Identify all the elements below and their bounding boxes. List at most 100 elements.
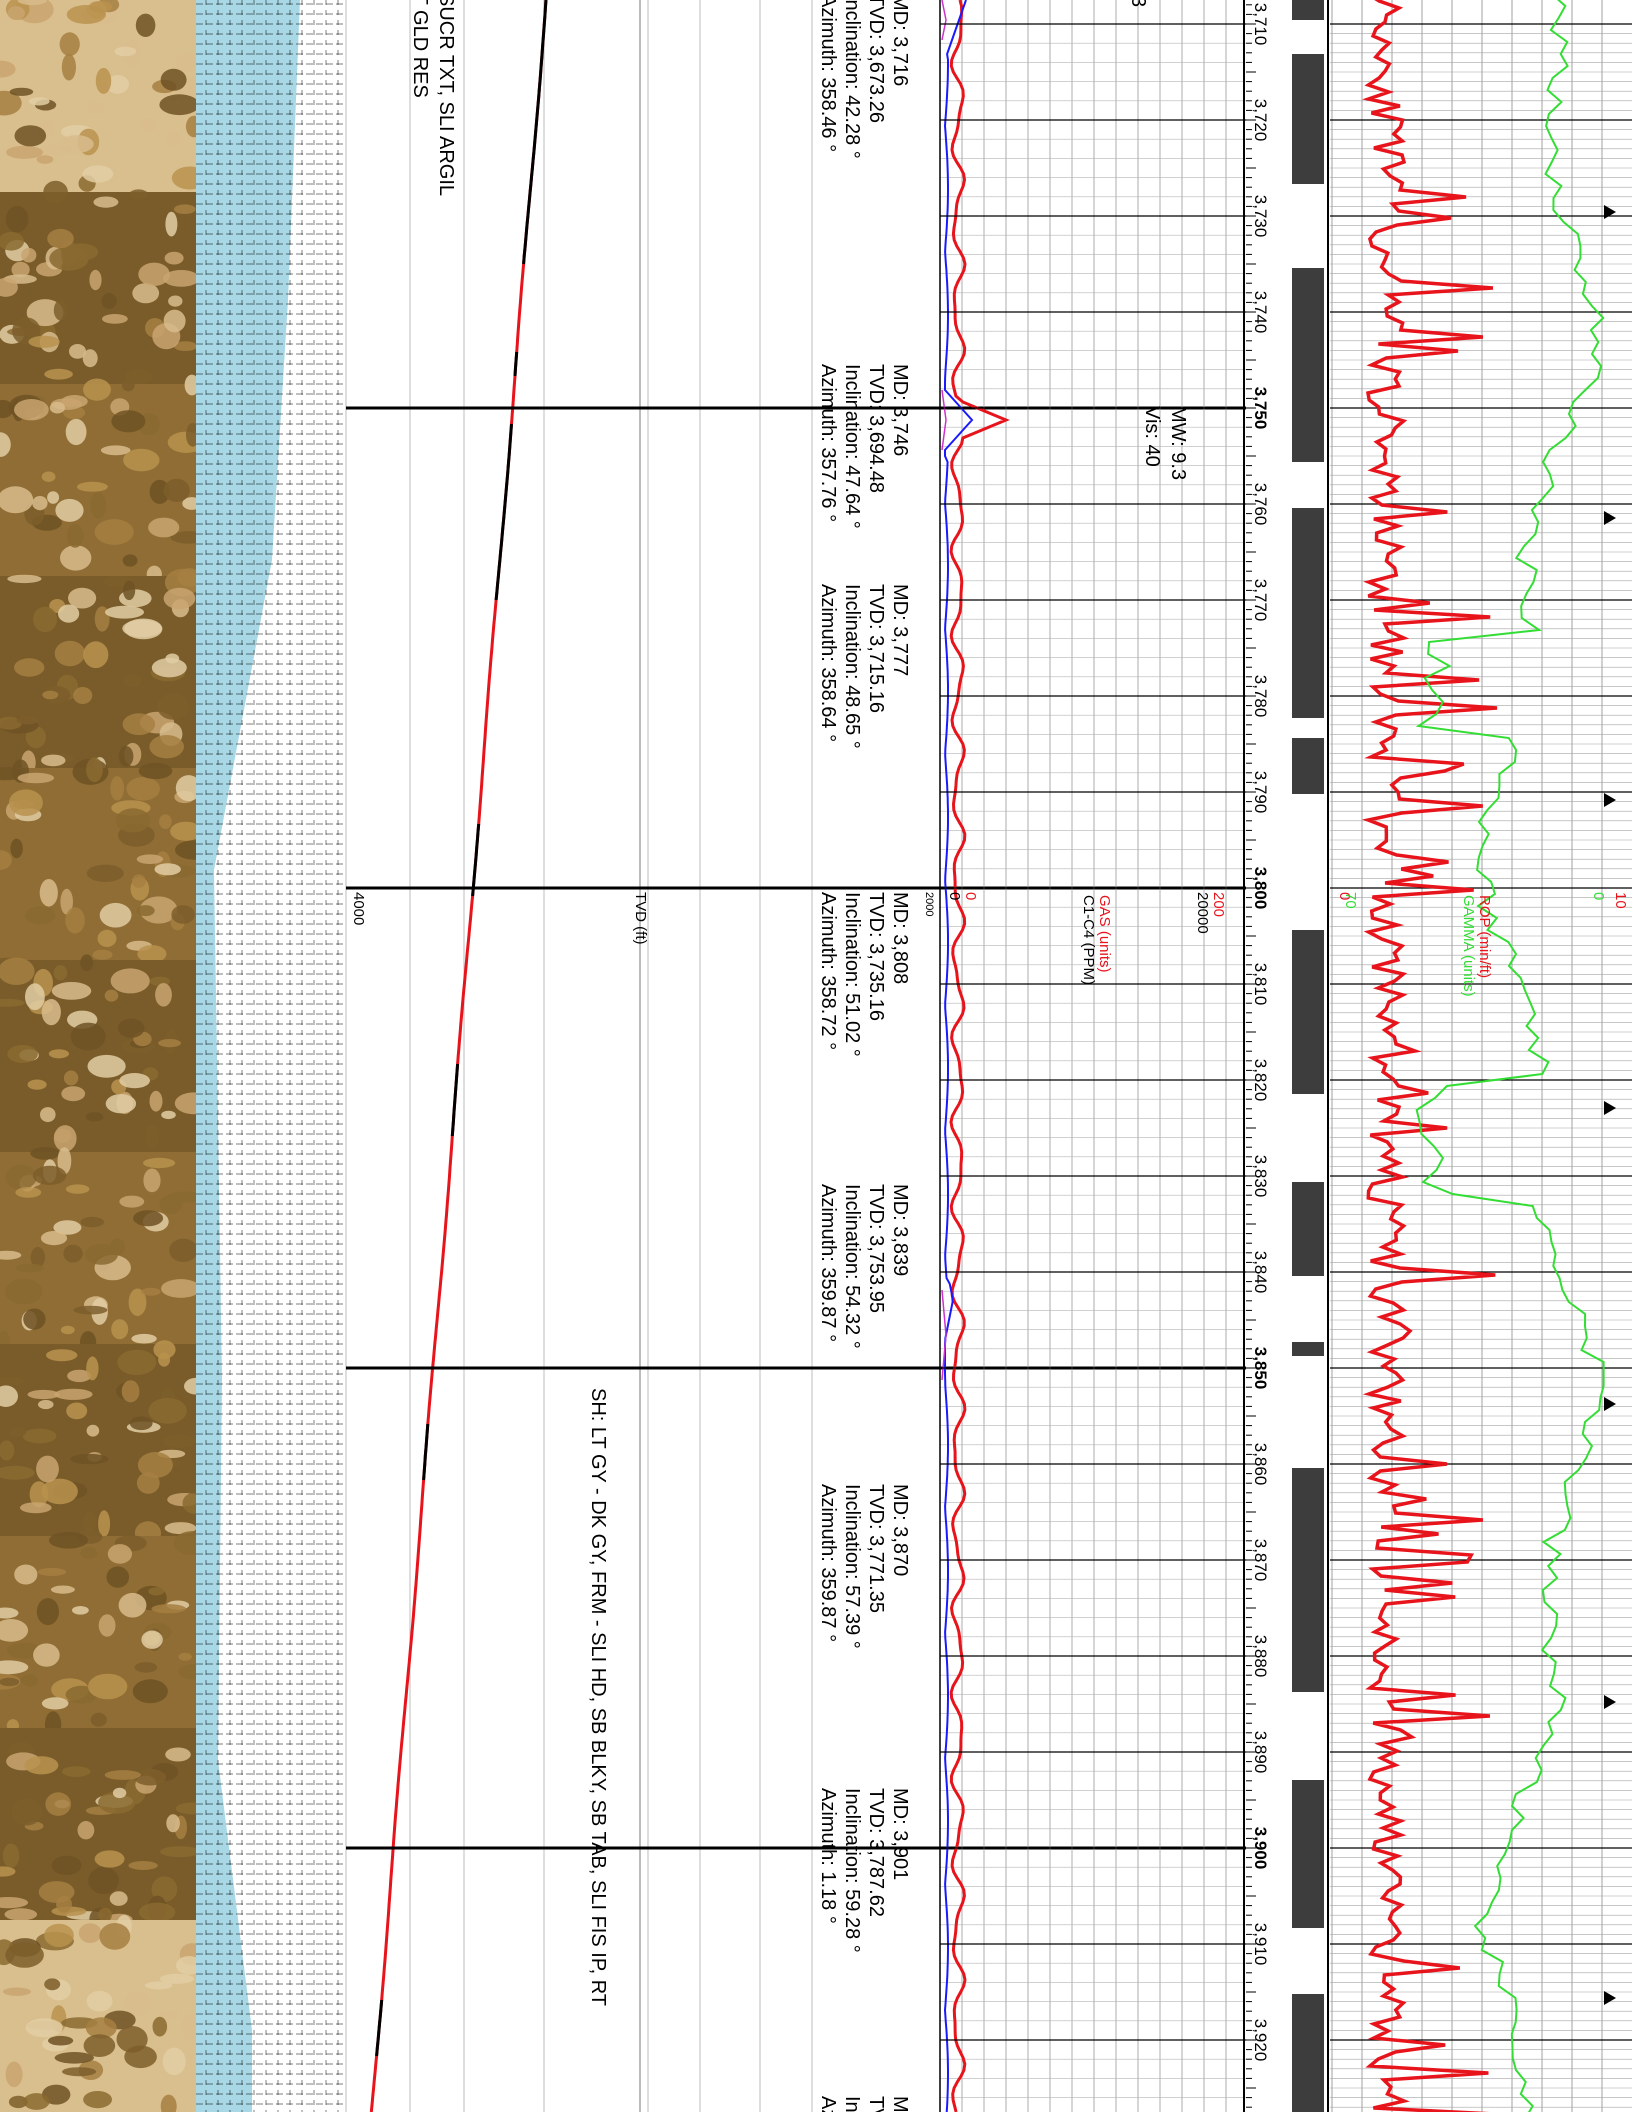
cutting-chip xyxy=(165,211,178,237)
cutting-chip xyxy=(138,762,173,780)
cutting-chip xyxy=(11,261,30,278)
cutting-chip xyxy=(72,1606,89,1615)
cutting-chip xyxy=(111,1319,129,1340)
cutting-chip xyxy=(124,369,154,384)
cutting-chip xyxy=(94,519,134,545)
depth-bar-block xyxy=(1292,1994,1324,2112)
cutting-chip xyxy=(85,2017,117,2039)
rop-gamma-track xyxy=(1330,0,1632,2112)
cutting-chip xyxy=(116,2026,148,2053)
cutting-chip xyxy=(138,262,170,286)
cutting-chip xyxy=(41,1697,69,1710)
depth-label: 3,840 xyxy=(1251,1251,1270,1294)
cutting-chip xyxy=(20,1675,38,1685)
depth-bar-block xyxy=(1292,1468,1324,1692)
lithology-description-3: SH: LT GY - DK GY, FRM - SLI HD, SB BLKY… xyxy=(587,1388,609,2006)
gas-track-label: GAS (units) xyxy=(1096,895,1113,973)
cutting-chip xyxy=(165,1747,191,1762)
cutting-chip xyxy=(122,554,138,567)
depth-label: 3,850 xyxy=(1251,1347,1270,1390)
cutting-chip xyxy=(80,1547,98,1560)
cutting-chip xyxy=(88,1866,119,1895)
cutting-chip xyxy=(67,1369,92,1383)
cutting-chip xyxy=(25,983,45,1011)
cutting-chip xyxy=(5,1278,43,1305)
survey-md: MD: 3,777 xyxy=(889,584,911,676)
cutting-chip xyxy=(40,1231,68,1246)
survey-md: MD: 3,716 xyxy=(889,0,911,86)
cutting-chip xyxy=(132,1679,168,1704)
cutting-chip xyxy=(28,97,50,106)
cutting-chip xyxy=(119,1195,145,1208)
cutting-chip xyxy=(32,496,48,511)
cutting-chip xyxy=(54,1388,93,1400)
cutting-chip xyxy=(137,945,167,963)
survey-marker-icon xyxy=(1604,205,1616,219)
cutting-chip xyxy=(148,1587,165,1596)
cutting-chip xyxy=(122,619,162,638)
cutting-chip xyxy=(30,1147,61,1160)
cutting-chip xyxy=(151,1876,178,1902)
tvd-track-title: TVD (ft) xyxy=(632,892,649,945)
cutting-chip xyxy=(89,1,113,13)
cutting-chip xyxy=(45,1792,71,1816)
cutting-chip xyxy=(0,90,22,116)
cutting-chip xyxy=(56,1895,72,1913)
cutting-chip xyxy=(53,299,68,321)
cutting-chip xyxy=(15,1187,42,1198)
cutting-chip xyxy=(37,1567,67,1576)
cutting-chip xyxy=(48,1049,69,1059)
cutting-chip xyxy=(137,1452,173,1478)
cutting-chip xyxy=(99,902,132,928)
depth-label: 3,760 xyxy=(1251,483,1270,526)
rop-curve xyxy=(1362,0,1498,2112)
cutting-chip xyxy=(168,1191,196,1203)
cutting-chip xyxy=(118,746,134,767)
cutting-chip xyxy=(63,243,99,261)
cutting-chip xyxy=(141,1287,161,1296)
survey-tvd: TVD: 3,753.95 xyxy=(865,1184,887,1313)
survey-marker-icon xyxy=(1604,1101,1616,1115)
cutting-chip xyxy=(160,2010,179,2019)
tvd-curve-segment xyxy=(450,1063,460,1137)
cutting-chip xyxy=(41,754,66,767)
cutting-chip xyxy=(70,1453,109,1465)
cutting-chip xyxy=(140,119,157,132)
depth-label: 3,890 xyxy=(1251,1731,1270,1774)
cutting-chip xyxy=(152,2016,168,2037)
cutting-chip xyxy=(159,1973,195,1984)
depth-label: 3,870 xyxy=(1251,1539,1270,1582)
cutting-chip xyxy=(104,1770,141,1780)
cutting-chip xyxy=(169,1238,196,1262)
depth-label: 3,920 xyxy=(1251,2019,1270,2062)
cutting-chip xyxy=(53,1220,82,1235)
mud-weight-label: MW: 9.3 xyxy=(1167,406,1189,480)
cutting-chip xyxy=(154,863,181,876)
cutting-chip xyxy=(76,481,108,492)
cutting-chip xyxy=(16,716,39,725)
cutting-chip xyxy=(23,1308,46,1330)
survey-md: MD: 3,808 xyxy=(889,892,911,984)
cutting-chip xyxy=(100,445,131,456)
cutting-chip xyxy=(50,1585,75,1594)
survey-inclination: Inclination: 57.39 ° xyxy=(841,1484,863,1649)
cutting-chip xyxy=(175,1802,196,1815)
cutting-chip xyxy=(175,53,196,72)
cutting-chip xyxy=(73,1305,108,1315)
cutting-chip xyxy=(160,1846,196,1858)
cutting-chip xyxy=(0,432,11,457)
cutting-chip xyxy=(122,713,156,736)
cutting-chip xyxy=(101,293,117,309)
survey-azimuth: Azimuth: 358.64 ° xyxy=(817,584,839,742)
cutting-chip xyxy=(117,1018,145,1038)
cutting-chip xyxy=(69,344,86,359)
depth-label: 3,740 xyxy=(1251,291,1270,334)
cutting-chip xyxy=(83,1511,97,1533)
cutting-chip xyxy=(21,247,37,263)
cutting-chip xyxy=(122,379,135,392)
survey-marker-icon xyxy=(1604,511,1616,525)
cutting-chip xyxy=(86,1356,99,1381)
tvd-curve-segment xyxy=(422,1423,430,1481)
cutting-chip xyxy=(178,1652,192,1661)
cutting-chip xyxy=(117,1349,157,1376)
